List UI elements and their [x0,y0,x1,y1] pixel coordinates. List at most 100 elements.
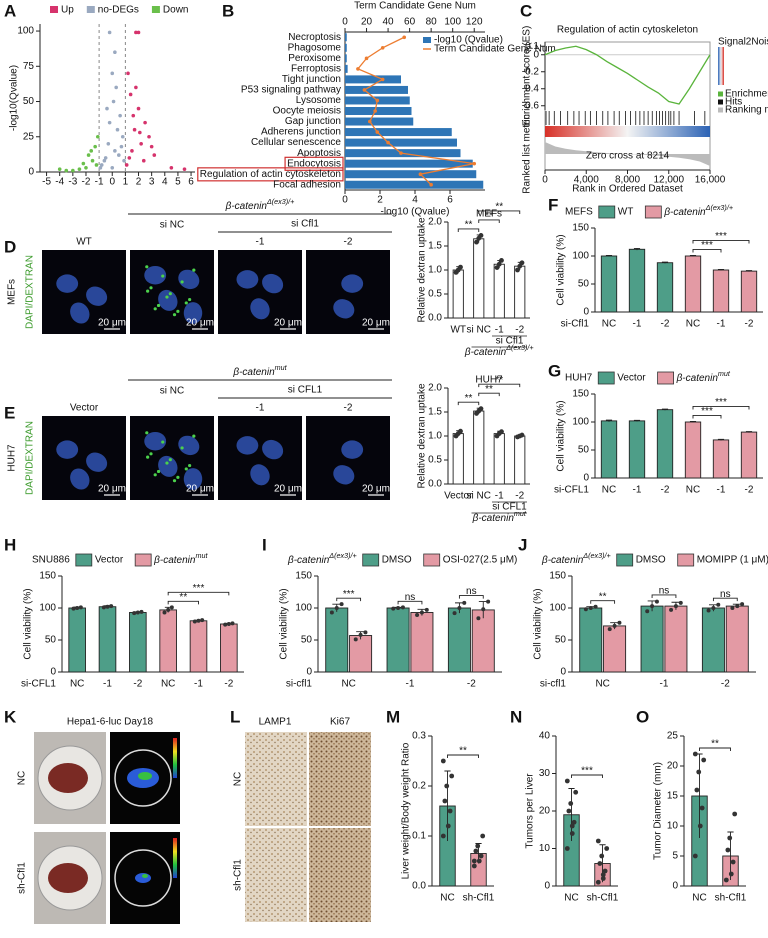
x-tick-label: -2 [467,679,476,690]
micrograph [218,250,302,334]
significance-bracket [336,597,362,602]
y-tick-label: 30 [539,768,551,779]
column-label: LAMP1 [259,717,292,728]
y-tick-label: 150 [549,571,566,582]
category-label: Cellular senescence [251,137,341,148]
x-tick-label: sh-Cfl1 [463,893,495,904]
cell-label: HUH7 [7,444,18,472]
category-label: Endocytosis [287,158,341,169]
data-point [711,606,716,610]
bar [345,64,348,73]
bar [159,609,177,673]
gene-num-point [375,98,380,103]
x-tick-label: NC [602,319,616,330]
data-point [694,787,700,793]
bar [684,255,702,313]
legend-title: MEFS [565,207,593,218]
significance-label: ** [465,393,473,404]
y-tick-label: 0.0 [412,881,426,892]
dextran-spot [172,479,177,483]
scale-label: 20 μm [362,318,390,329]
data-point [196,618,201,623]
text-part: β-catenin [153,555,196,566]
scale-label: 20 μm [362,484,390,495]
scale-label: 20 μm [186,484,214,495]
nucleus [86,452,108,472]
legend-swatch [86,6,95,13]
point [138,130,142,135]
significance-bracket [167,600,199,605]
data-point [481,607,486,612]
nucleus [70,302,90,324]
y-tick-label: 0.1 [412,831,426,842]
x-tick-label: -2 [661,319,670,330]
data-point [569,823,575,829]
point [122,158,126,163]
top-axis-title: Term Candidate Gene Num [354,1,476,12]
y-tick-label: -0.4 [522,83,540,94]
bar [452,269,464,319]
column-label: -2 [344,403,353,414]
bar [701,607,725,673]
group-label: si Cfl1 [496,336,524,347]
x-tick-label: -1 [495,491,504,502]
data-point [486,599,491,604]
dextran-spot [153,473,157,477]
x-tick-label: 8,000 [615,175,640,186]
y-tick-label: 10 [667,821,679,832]
x-tick-label: 12,000 [653,175,684,186]
superscript: Δ(ex3)/+ [328,551,356,560]
x-tick-label: -1 [660,679,669,690]
gene-num-point [373,109,377,113]
point [139,142,143,146]
data-point [569,831,575,836]
y-tick-label: 0.2 [412,781,426,792]
data-point [499,429,504,435]
scale-label: 20 μm [98,318,126,329]
error-bar [633,419,641,422]
point [131,113,136,118]
data-point [678,600,683,605]
y-axis-label: Liver weight/Body weight Ratio [401,742,412,879]
bar [386,607,410,673]
data-point [462,600,467,605]
data-point [391,606,396,611]
y-tick-label: 0.0 [428,479,442,490]
text-part: β-catenin [472,513,515,524]
point [107,30,112,35]
dextran-spot [161,274,165,278]
colorbar [718,47,724,85]
point [136,106,141,111]
data-point [358,632,363,637]
x-tick-label: -1 [717,485,726,496]
text-part: β-catenin [232,367,275,378]
nucleus [178,435,200,456]
text-part: β-catenin [225,201,268,212]
y-tick-label: 1.0 [428,431,442,442]
data-point [458,264,463,270]
error-bar [689,254,697,257]
significance-label: ** [495,202,503,213]
legend-title: HUH7 [565,373,593,384]
data-point [478,233,484,238]
y-tick-label: 0 [672,881,678,892]
x-tick-label: si NC [467,325,491,336]
bar [345,85,408,94]
point [141,158,146,163]
x-tick-label: NC [440,893,454,904]
x-tick-label: 20 [361,17,373,28]
legend-swatch [718,107,723,113]
nucleus [262,273,284,294]
point [99,163,104,167]
x-tick-label: 6 [447,195,453,206]
point [95,134,100,139]
legend-swatch [644,205,662,219]
category-label: Ferroptosis [291,64,341,75]
data-point [471,863,477,869]
bar [579,607,603,673]
data-point [444,783,450,789]
data-point [78,605,83,610]
